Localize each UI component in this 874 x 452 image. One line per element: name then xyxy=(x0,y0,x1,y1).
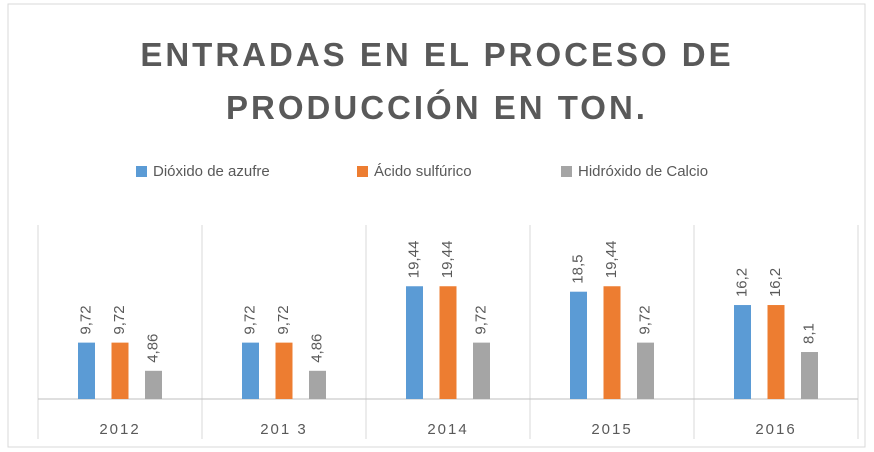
x-tick-label: 2016 xyxy=(755,421,796,438)
data-label: 16,2 xyxy=(733,268,750,297)
bar xyxy=(603,286,621,399)
data-label: 9,72 xyxy=(472,305,489,334)
legend-swatch xyxy=(357,166,368,177)
data-label: 19,44 xyxy=(603,241,620,279)
bar xyxy=(570,291,587,399)
bar xyxy=(78,342,95,399)
bar xyxy=(275,342,293,399)
bar xyxy=(734,305,751,399)
x-tick-label: 2014 xyxy=(427,421,468,438)
bar xyxy=(145,370,162,399)
bar xyxy=(473,342,490,399)
data-label: 9,72 xyxy=(111,305,128,334)
legend-swatch xyxy=(136,166,147,177)
bar xyxy=(439,286,457,399)
data-label: 19,44 xyxy=(439,241,456,279)
legend-label: Ácido sulfúrico xyxy=(374,163,472,180)
bar xyxy=(767,305,785,399)
data-label: 9,72 xyxy=(275,305,292,334)
chart-frame xyxy=(7,3,866,448)
bar xyxy=(309,370,326,399)
x-tick-label: 2012 xyxy=(99,421,140,438)
bar xyxy=(111,342,129,399)
legend-label: Dióxido de azufre xyxy=(153,163,270,180)
legend-swatch xyxy=(561,166,572,177)
data-label: 4,86 xyxy=(308,334,325,363)
data-label: 19,44 xyxy=(405,241,422,279)
bar xyxy=(801,352,818,399)
data-label: 9,72 xyxy=(77,305,94,334)
data-label: 4,86 xyxy=(144,334,161,363)
bar xyxy=(242,342,259,399)
data-label: 8,1 xyxy=(800,323,817,344)
legend-label: Hidróxido de Calcio xyxy=(578,163,708,180)
data-label: 18,5 xyxy=(569,254,586,283)
chart-title: ENTRADAS EN EL PROCESO DE PRODUCCIÓN EN … xyxy=(140,36,734,126)
bar xyxy=(637,342,654,399)
data-label: 9,72 xyxy=(636,305,653,334)
data-label: 9,72 xyxy=(241,305,258,334)
data-label: 16,2 xyxy=(767,268,784,297)
x-tick-label: 201 3 xyxy=(260,421,308,438)
bar xyxy=(406,286,423,399)
x-tick-label: 2015 xyxy=(591,421,632,438)
